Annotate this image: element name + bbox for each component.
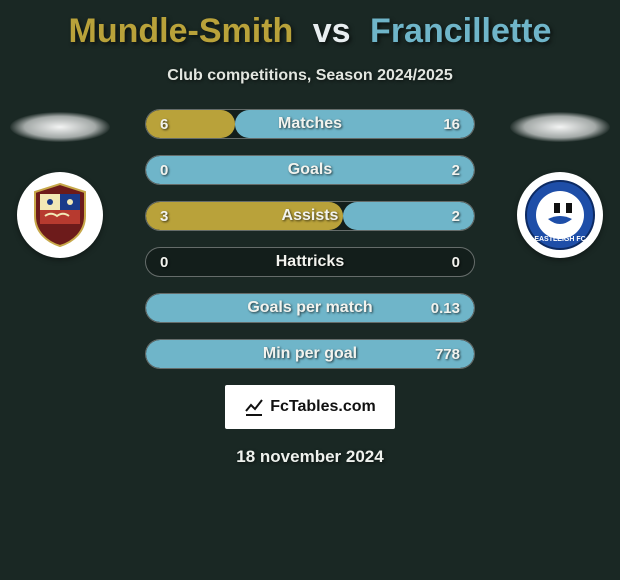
chart-area: EASTLEIGH FC 616Matches 02Goals 32Assists 0… (0, 109, 620, 369)
halo-icon (510, 112, 610, 142)
comparison-title: Mundle-Smith vs Francillette (0, 0, 620, 51)
left-crest-container (10, 109, 110, 269)
stat-bars: 616Matches 02Goals 32Assists 00Hattricks 0.1… (145, 109, 475, 369)
stat-label: Assists (146, 202, 474, 230)
stat-label: Goals per match (146, 294, 474, 322)
eastleigh-fc-crest-icon: EASTLEIGH FC (517, 172, 603, 258)
player2-name: Francillette (370, 12, 551, 50)
stat-label: Goals (146, 156, 474, 184)
stat-bar-row: 616Matches (145, 109, 475, 139)
halo-icon (10, 112, 110, 142)
subtitle: Club competitions, Season 2024/2025 (0, 67, 620, 85)
player1-name: Mundle-Smith (69, 12, 294, 50)
attribution-badge: FcTables.com (225, 385, 395, 429)
stat-bar-row: 32Assists (145, 201, 475, 231)
chart-icon (244, 397, 264, 417)
wealdstone-crest-icon (17, 172, 103, 258)
stat-label: Hattricks (146, 248, 474, 276)
stat-bar-row: 778Min per goal (145, 339, 475, 369)
vs-text: vs (313, 12, 351, 50)
attribution-text: FcTables.com (270, 398, 376, 416)
stat-label: Min per goal (146, 340, 474, 368)
stat-bar-row: 0.13Goals per match (145, 293, 475, 323)
right-crest-container: EASTLEIGH FC (510, 109, 610, 269)
stat-bar-row: 00Hattricks (145, 247, 475, 277)
date-text: 18 november 2024 (0, 447, 620, 467)
svg-text:EASTLEIGH FC: EASTLEIGH FC (534, 236, 585, 243)
stat-bar-row: 02Goals (145, 155, 475, 185)
stat-label: Matches (146, 110, 474, 138)
